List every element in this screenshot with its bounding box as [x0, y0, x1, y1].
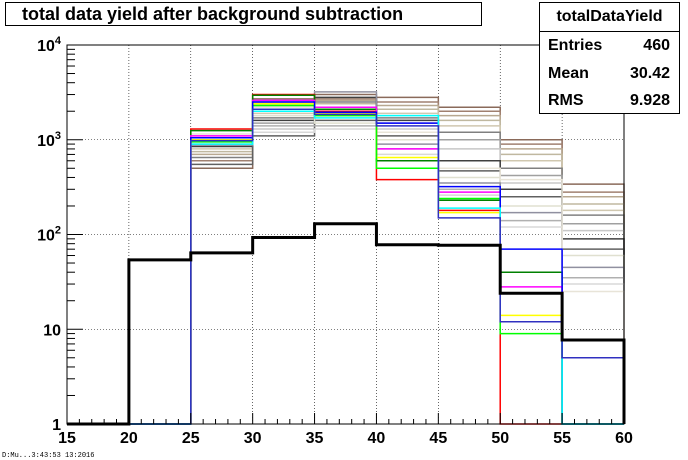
stats-row-mean: Mean 30.42	[540, 60, 679, 88]
plot-area	[67, 45, 624, 424]
histogram-series-24	[67, 222, 626, 426]
footer-timestamp: D:Mu...3:43:53 13:2016	[2, 452, 95, 460]
stats-mean-value: 30.42	[629, 64, 670, 82]
x-tick-label: 50	[491, 430, 509, 447]
x-tick-label: 55	[553, 430, 571, 447]
stats-box: totalDataYield Entries 460 Mean 30.42 RM…	[539, 2, 680, 114]
stats-mean-label: Mean	[548, 64, 589, 82]
x-tick-label: 25	[182, 430, 200, 447]
x-tick-label: 45	[429, 430, 447, 447]
stats-entries-label: Entries	[548, 37, 603, 54]
x-tick-label: 20	[120, 430, 138, 447]
stats-entries-value: 460	[643, 37, 670, 54]
stats-rms-label: RMS	[548, 92, 584, 110]
y-tick-label: 1	[52, 417, 61, 434]
series-layer	[67, 91, 626, 426]
x-tick-label: 15	[58, 430, 76, 447]
stats-histogram-name: totalDataYield	[540, 3, 679, 32]
plot-title: total data yield after background subtra…	[5, 2, 482, 26]
grid-layer	[67, 45, 624, 424]
y-tick-label: 10	[43, 322, 61, 339]
x-tick-label: 40	[368, 430, 386, 447]
y-tick-label: 104	[37, 35, 62, 55]
stats-row-entries: Entries 460	[540, 32, 679, 60]
y-tick-label: 103	[37, 130, 61, 150]
x-tick-label: 35	[306, 430, 324, 447]
stats-row-rms: RMS 9.928	[540, 87, 679, 115]
x-tick-label: 30	[244, 430, 262, 447]
stats-rms-value: 9.928	[629, 92, 670, 110]
x-tick-label: 60	[615, 430, 633, 447]
y-tick-label: 102	[37, 225, 61, 245]
axes-layer: 15 20 25 30 35 40 45 50 55 60 1 10 102 103 104	[37, 35, 633, 447]
